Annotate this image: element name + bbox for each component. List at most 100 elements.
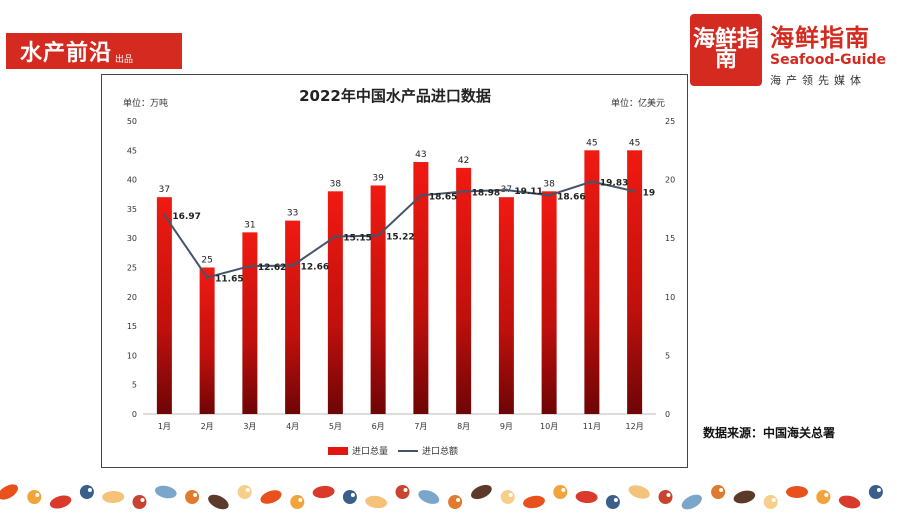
- lobster-icon: [342, 490, 357, 504]
- left-tick-label: 15: [127, 322, 137, 331]
- bar-data-label: 38: [543, 179, 555, 189]
- bar: [199, 267, 215, 414]
- oyster-icon: [733, 490, 756, 504]
- lobster-icon: [605, 495, 620, 509]
- lobster-highlight: [350, 493, 355, 497]
- right-tick-label: 0: [665, 410, 670, 419]
- brand-logo-right: 海鲜指南 海鲜指南 Seafood-Guide 海产领先媒体: [690, 10, 890, 90]
- left-tick-label: 25: [127, 264, 137, 273]
- bar: [242, 232, 258, 414]
- mussel-highlight: [456, 498, 461, 502]
- line-data-label: 15.22: [386, 233, 414, 243]
- lobster-icon: [868, 485, 883, 499]
- bar: [498, 197, 514, 414]
- line-point: [590, 180, 594, 184]
- logo-mark-text: 海鲜指南: [692, 27, 759, 72]
- line-series: 16.97 11.65 12.62 12.66 15.15 15.22 18.65 18.98…: [162, 179, 655, 284]
- fish-icon: [523, 495, 545, 509]
- bar: [327, 191, 343, 414]
- bar-data-label: 43: [415, 150, 426, 160]
- bar-data-label: 38: [330, 179, 342, 189]
- bar-data-label: 31: [244, 220, 255, 230]
- shell-icon: [658, 490, 673, 504]
- seafood-guide-logo-icon: 海鲜指南: [690, 14, 762, 86]
- right-tick-label: 20: [665, 176, 675, 185]
- x-tick-label: 7月: [414, 422, 427, 431]
- line-data-label: 19.11: [514, 187, 542, 197]
- line-point: [462, 190, 466, 194]
- oyster-icon: [471, 484, 492, 500]
- chart-frame: [101, 74, 688, 468]
- shrimp-icon: [27, 490, 42, 504]
- squid-highlight: [771, 498, 776, 502]
- lobster-highlight: [876, 488, 881, 492]
- left-tick-label: 35: [127, 205, 137, 214]
- line-path: [163, 180, 635, 279]
- bar: [370, 185, 386, 414]
- bar-data-label: 33: [287, 209, 298, 219]
- bar-data-label: 42: [458, 156, 469, 166]
- crab-icon: [838, 495, 861, 509]
- line-data-label: 12.62: [258, 263, 286, 273]
- line-data-label: 16.97: [172, 212, 200, 222]
- left-tick-label: 20: [127, 293, 137, 302]
- x-tick-label: 8月: [457, 422, 470, 431]
- shrimp-highlight: [35, 493, 40, 497]
- left-tick-label: 5: [132, 381, 137, 390]
- x-tick-label: 4月: [286, 422, 299, 431]
- line-point: [162, 213, 166, 217]
- shrimp-highlight: [298, 498, 303, 502]
- x-tick-label: 10月: [540, 422, 558, 431]
- brand-left-sub: 出品: [115, 54, 134, 65]
- squid-highlight: [245, 488, 250, 492]
- bar: [156, 197, 172, 414]
- lobster-highlight: [87, 488, 92, 492]
- left-tick-label: 0: [132, 410, 137, 419]
- bar: [627, 150, 643, 415]
- squid-icon: [763, 495, 778, 509]
- shell-highlight: [666, 493, 671, 497]
- right-tick-label: 25: [665, 117, 675, 126]
- bar: [456, 167, 472, 414]
- line-point: [248, 264, 252, 268]
- shrimp-icon: [553, 485, 568, 499]
- bar-data-label: 25: [201, 256, 212, 266]
- brand-logo-left: 水产前沿 出品: [6, 33, 182, 69]
- line-point: [291, 264, 295, 268]
- shell-highlight: [140, 498, 145, 502]
- left-tick-label: 50: [127, 117, 137, 126]
- x-tick-label: 12月: [626, 422, 644, 431]
- line-data-label: 18.98: [472, 189, 500, 199]
- brand-left-name: 水产前沿: [20, 41, 113, 66]
- right-tick-label: 5: [665, 351, 670, 360]
- brand-right-english: Seafood-Guide: [770, 52, 886, 68]
- legend-line-label: 进口总额: [422, 445, 458, 457]
- line-point: [419, 193, 423, 197]
- line-data-label: 19.83: [600, 179, 628, 189]
- line-data-label: 18.65: [429, 192, 457, 202]
- fish-icon: [0, 484, 18, 500]
- oyster-icon: [208, 494, 229, 510]
- mussel-highlight: [719, 488, 724, 492]
- line-data-label: 15.15: [343, 233, 371, 243]
- line-point: [504, 188, 508, 192]
- shrimp-icon: [816, 490, 831, 504]
- mussel-highlight: [193, 493, 198, 497]
- scallop-icon: [102, 490, 125, 504]
- x-tick-label: 5月: [329, 422, 342, 431]
- line-point: [205, 275, 209, 279]
- lobster-icon: [79, 485, 94, 499]
- seafood-border-decoration: [0, 484, 883, 510]
- right-tick-label: 15: [665, 234, 675, 243]
- mussel-icon: [711, 485, 726, 499]
- bar-data-label: 45: [629, 138, 640, 148]
- fish-icon: [260, 490, 282, 504]
- scallop-icon: [365, 495, 388, 509]
- bar-data-label: 39: [372, 173, 384, 183]
- shrimp-icon: [290, 495, 305, 509]
- bar-data-label: 37: [159, 185, 170, 195]
- bar: [285, 220, 301, 414]
- line-point: [376, 234, 380, 238]
- shell-highlight: [403, 488, 408, 492]
